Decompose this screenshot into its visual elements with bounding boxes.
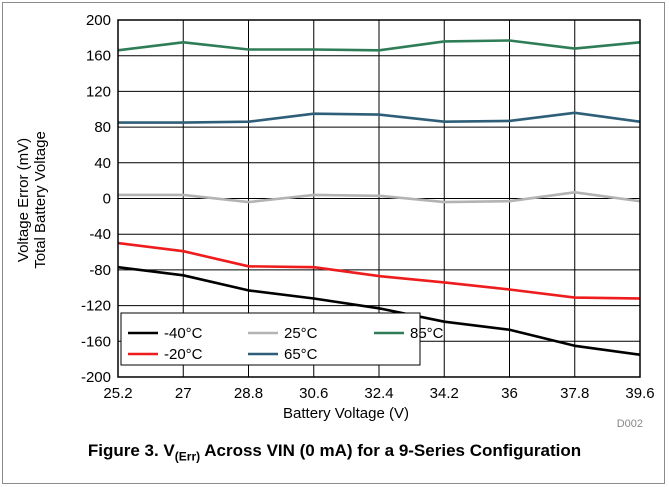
- y-tick-label: 80: [94, 119, 111, 136]
- caption-suffix: Across VIN (0 mA) for a 9-Series Configu…: [200, 441, 582, 460]
- plot-border: [117, 19, 641, 378]
- x-tick-label: 25.2: [103, 385, 132, 402]
- legend-label: 25°C: [284, 325, 318, 342]
- legend-label: -20°C: [164, 346, 203, 363]
- y-tick-label: 40: [94, 155, 111, 172]
- legend-label: 65°C: [284, 346, 318, 363]
- y-tick-label: 200: [86, 12, 111, 29]
- y-tick-label: 160: [86, 48, 111, 65]
- series-line: [118, 191, 641, 204]
- y-axis-label-line-1: Voltage Error (mV): [15, 138, 32, 262]
- series-line: [117, 265, 641, 356]
- caption-prefix: Figure 3. V: [87, 441, 175, 460]
- series-line: [117, 241, 641, 300]
- legend-box: [120, 312, 421, 366]
- y-tick-label: -40: [89, 226, 111, 243]
- y-tick-label: -80: [89, 262, 111, 279]
- y-tick-label: 120: [86, 83, 111, 100]
- series-line: [117, 39, 641, 52]
- x-tick-label: 36: [501, 385, 518, 402]
- x-tick-label: 37.8: [560, 385, 589, 402]
- y-axis-label: Voltage Error (mV) Total Battery Voltage: [15, 131, 49, 269]
- x-tick-label: 39.6: [625, 385, 654, 402]
- y-tick-label: 0: [103, 191, 111, 208]
- series-layer: [117, 39, 641, 356]
- y-tick-label: -200: [81, 369, 111, 386]
- caption-subscript: (Err): [174, 449, 201, 464]
- x-tick-label: 27: [175, 385, 192, 402]
- y-tick-label: -160: [81, 333, 111, 350]
- series-line: [118, 111, 641, 124]
- legend: -40°C 25°C 85°C -20°C 65°C: [120, 312, 444, 366]
- y-tick-labels: 200 160 120 80 40 0 -40 -80 -120 -160 -200: [81, 12, 111, 386]
- legend-label: 85°C: [410, 325, 444, 342]
- x-tick-label: 32.4: [364, 385, 393, 402]
- x-axis-label: Battery Voltage (V): [283, 405, 409, 422]
- figure-caption: Figure 3. V(Err) Across VIN (0 mA) for a…: [0, 440, 669, 467]
- y-tick-label: -120: [81, 298, 111, 315]
- x-tick-labels: 25.2 27 28.8 30.6 32.4 34.2 36 37.8 39.6: [103, 385, 654, 402]
- x-tick-label: 34.2: [430, 385, 459, 402]
- x-tick-label: 30.6: [299, 385, 328, 402]
- legend-label: -40°C: [164, 325, 203, 342]
- figure-code-id: D002: [616, 418, 643, 430]
- x-tick-label: 28.8: [234, 385, 263, 402]
- y-axis-label-line-2: Total Battery Voltage: [32, 131, 49, 269]
